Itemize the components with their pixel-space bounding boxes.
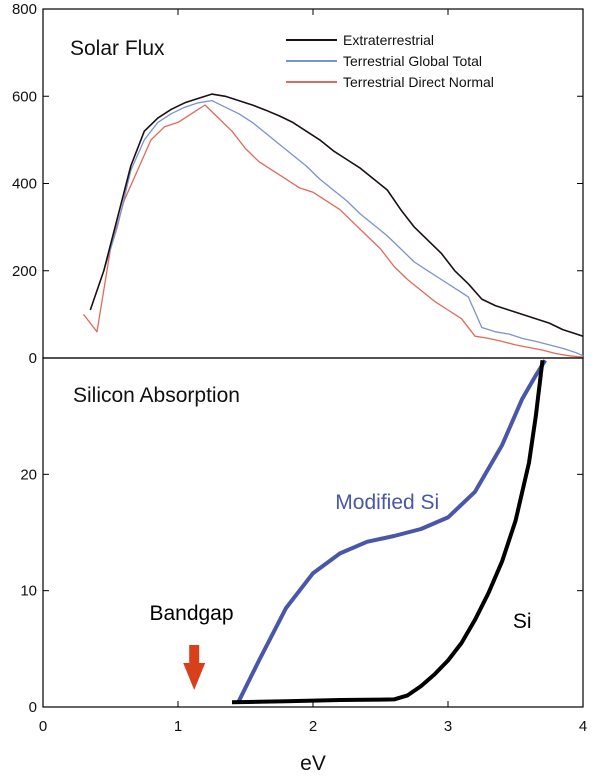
silicon-absorption-series-si	[231, 360, 545, 705]
silicon-absorption-y-axis: 0 10 20	[20, 466, 583, 716]
solar-flux-y-tick-label: 200	[12, 263, 37, 280]
shared-x-axis: 0 1 2 3 4	[39, 9, 587, 735]
solar-flux-y-axis: 0 200 400 600 800	[12, 1, 583, 367]
x-axis-label: eV	[300, 752, 326, 775]
silicon-absorption-y-tick-label: 0	[29, 699, 37, 716]
solar-flux-legend: Extraterrestrial Terrestrial Global Total…	[286, 32, 494, 90]
silicon-absorption-y-tick-label: 10	[20, 583, 37, 600]
silicon-absorption-y-tick-label: 20	[20, 466, 37, 483]
silicon-absorption-series-modified-si	[237, 359, 547, 703]
solar-flux-series-terrestrial-direct-normal	[82, 104, 584, 358]
silicon-absorption-series	[231, 359, 547, 705]
solar-flux-y-tick-label: 800	[12, 1, 37, 18]
annotation-si: Si	[513, 610, 532, 633]
solar-flux-title: Solar Flux	[70, 37, 165, 60]
silicon-absorption-plot-frame	[42, 357, 584, 708]
annotation-modified-si: Modified Si	[335, 491, 439, 514]
solar-flux-series-terrestrial-global-total	[103, 99, 584, 357]
legend-label: Terrestrial Global Total	[343, 53, 482, 69]
x-tick-label: 2	[309, 718, 317, 735]
x-tick-label: 4	[579, 718, 587, 735]
silicon-absorption-title: Silicon Absorption	[73, 384, 240, 407]
annotation-bandgap: Bandgap	[149, 602, 233, 625]
x-tick-label: 0	[39, 718, 47, 735]
solar-flux-y-tick-label: 0	[29, 350, 37, 367]
silicon-absorption-annotations: Modified Si Si Bandgap	[149, 491, 532, 690]
x-tick-label: 1	[174, 718, 182, 735]
solar-flux-series-extraterrestrial	[89, 93, 584, 337]
legend-label: Terrestrial Direct Normal	[343, 74, 494, 90]
silicon-absorption-panel: 0 10 20 0 1 2 3 4 Silicon Absorption Modified …	[20, 9, 587, 735]
bandgap-arrow-icon	[183, 645, 206, 690]
legend-label: Extraterrestrial	[343, 32, 434, 48]
solar-flux-y-tick-label: 600	[12, 88, 37, 105]
solar-flux-series	[82, 93, 584, 358]
solar-flux-y-tick-label: 400	[12, 176, 37, 193]
x-tick-label: 3	[444, 718, 452, 735]
solar-flux-panel: 0 200 400 600 800 Solar Flux Extraterrestria…	[12, 1, 584, 367]
